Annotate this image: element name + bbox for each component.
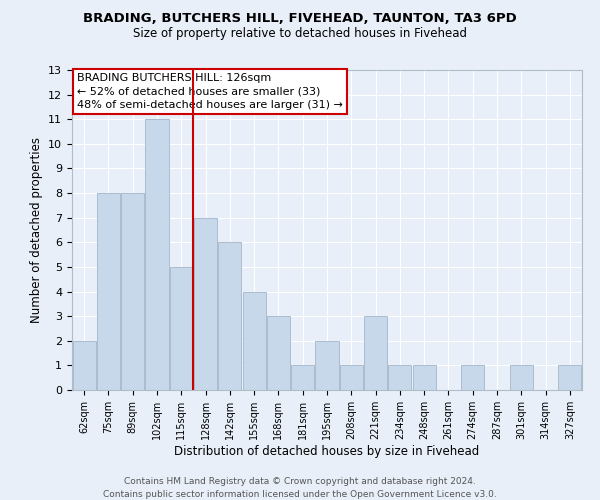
Bar — [242, 292, 266, 390]
Text: Contains HM Land Registry data © Crown copyright and database right 2024.: Contains HM Land Registry data © Crown c… — [124, 478, 476, 486]
Text: BRADING, BUTCHERS HILL, FIVEHEAD, TAUNTON, TA3 6PD: BRADING, BUTCHERS HILL, FIVEHEAD, TAUNTO… — [83, 12, 517, 26]
Bar — [413, 366, 436, 390]
Bar — [559, 366, 581, 390]
Bar — [218, 242, 241, 390]
Bar — [388, 366, 412, 390]
Text: BRADING BUTCHERS HILL: 126sqm
← 52% of detached houses are smaller (33)
48% of s: BRADING BUTCHERS HILL: 126sqm ← 52% of d… — [77, 73, 343, 110]
Text: Size of property relative to detached houses in Fivehead: Size of property relative to detached ho… — [133, 28, 467, 40]
Bar — [267, 316, 290, 390]
Bar — [97, 193, 120, 390]
X-axis label: Distribution of detached houses by size in Fivehead: Distribution of detached houses by size … — [175, 444, 479, 458]
Bar — [510, 366, 533, 390]
Bar — [73, 341, 95, 390]
Bar — [291, 366, 314, 390]
Bar — [340, 366, 363, 390]
Bar — [364, 316, 387, 390]
Bar — [145, 119, 169, 390]
Text: Contains public sector information licensed under the Open Government Licence v3: Contains public sector information licen… — [103, 490, 497, 499]
Bar — [316, 341, 338, 390]
Bar — [194, 218, 217, 390]
Bar — [170, 267, 193, 390]
Bar — [121, 193, 144, 390]
Y-axis label: Number of detached properties: Number of detached properties — [29, 137, 43, 323]
Bar — [461, 366, 484, 390]
